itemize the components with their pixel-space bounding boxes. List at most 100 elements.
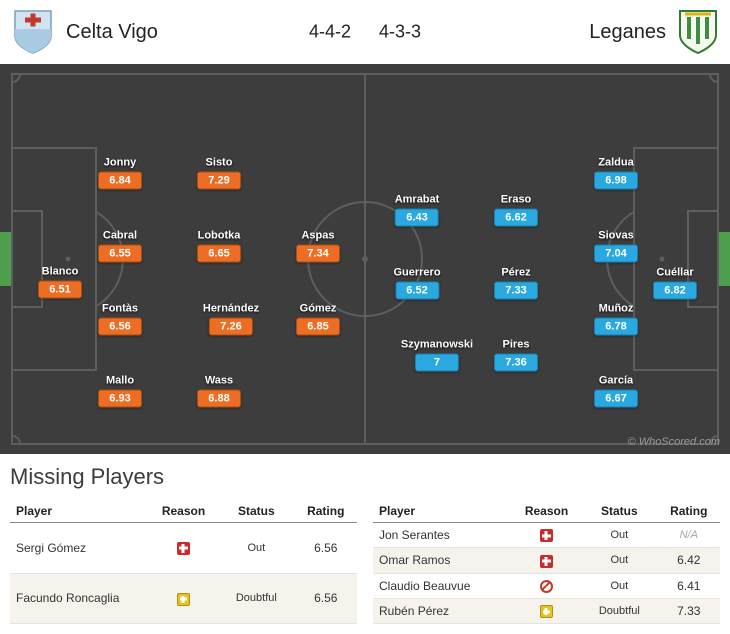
leganes-crest (679, 10, 717, 55)
player-marker[interactable]: García 6.67 (594, 375, 638, 408)
player-marker[interactable]: Cabral 6.55 (98, 230, 142, 263)
missing-player-name[interactable]: Rubén Pérez (373, 598, 512, 625)
column-header-reason: Reason (148, 500, 219, 523)
player-marker[interactable]: Cuéllar 6.82 (653, 267, 697, 300)
right-goal (719, 232, 730, 286)
right-six-yard-box (687, 210, 719, 308)
column-header-status: Status (218, 500, 295, 523)
home-team: Celta Vigo (12, 9, 158, 55)
missing-player-row: Jon Serantes Out N/A (373, 522, 720, 549)
player-name: Guerrero (393, 266, 441, 279)
player-name: García (598, 374, 634, 387)
column-header-rating: Rating (294, 500, 357, 523)
column-header-status: Status (581, 500, 658, 523)
player-name: Siovas (598, 229, 634, 242)
red-cross-icon (176, 541, 190, 555)
player-rating-badge: 7.04 (594, 244, 638, 263)
player-rating-badge: 6.43 (395, 208, 439, 227)
rating-value: 6.42 (657, 547, 720, 574)
rating-value: N/A (657, 522, 720, 549)
away-team: Leganes (589, 9, 718, 55)
player-name: Wass (204, 374, 234, 387)
missing-player-row: Rubén Pérez Doubtful 7.33 (373, 598, 720, 625)
player-marker[interactable]: Guerrero 6.52 (393, 266, 441, 300)
player-marker[interactable]: Fontàs 6.56 (98, 303, 142, 336)
missing-player-name[interactable]: Claudio Beauvue (373, 573, 512, 599)
player-name: Aspas (301, 229, 335, 242)
missing-players-section: Missing Players Player Reason Status Rating… (0, 454, 730, 634)
player-rating-badge: 7.26 (209, 317, 253, 336)
player-rating-badge: 6.98 (594, 171, 638, 190)
left-goal (0, 232, 11, 286)
player-marker[interactable]: Siovas 7.04 (594, 230, 638, 263)
away-missing-table: Player Reason Status Rating Jon Serantes Out N… (373, 500, 720, 625)
player-marker[interactable]: Lobotka 6.65 (197, 230, 241, 263)
player-marker[interactable]: Aspas 7.34 (296, 230, 340, 263)
missing-player-name[interactable]: Facundo Roncaglia (10, 573, 149, 625)
player-rating-badge: 7 (414, 353, 459, 372)
player-marker[interactable]: Mallo 6.93 (98, 375, 142, 408)
player-marker[interactable]: Szymanowski 7 (401, 339, 473, 372)
player-rating-badge: 6.84 (98, 171, 142, 190)
home-missing-table: Player Reason Status Rating Sergi Gómez Out 6.… (10, 500, 357, 625)
players-layer: Blanco 6.51 Jonny 6.84 Cabral 6.55 Fontàs 6.56 M… (0, 64, 730, 454)
player-name: Pires (502, 338, 530, 351)
missing-player-name[interactable]: Jon Serantes (373, 522, 512, 549)
rating-value: 6.56 (294, 573, 357, 625)
reason-cell (148, 522, 219, 574)
player-marker[interactable]: Blanco 6.51 (38, 266, 82, 299)
missing-player-name[interactable]: Omar Ramos (373, 547, 512, 574)
formations: 4-4-2 4-3-3 (309, 22, 421, 43)
player-marker[interactable]: Pires 7.36 (494, 339, 538, 372)
status-text: Out (581, 547, 658, 574)
home-team-name[interactable]: Celta Vigo (66, 20, 158, 43)
player-name: Cabral (102, 229, 138, 242)
player-rating-badge: 6.67 (594, 389, 638, 408)
missing-player-row: Omar Ramos Out 6.42 (373, 547, 720, 574)
left-six-yard-box (11, 210, 43, 308)
watermark: © WhoScored.com (627, 436, 720, 448)
player-name: Blanco (41, 265, 79, 278)
player-rating-badge: 6.65 (197, 244, 241, 263)
player-marker[interactable]: Jonny 6.84 (98, 157, 142, 190)
player-name: Amrabat (394, 193, 440, 206)
player-name: Zaldua (598, 156, 634, 169)
player-marker[interactable]: Amrabat 6.43 (394, 193, 440, 227)
red-cross-icon (539, 529, 553, 543)
player-rating-badge: 6.82 (653, 281, 697, 300)
status-text: Doubtful (218, 573, 295, 625)
player-rating-badge: 7.33 (494, 281, 538, 300)
rating-value: 6.56 (294, 522, 357, 574)
player-marker[interactable]: Sisto 7.29 (197, 157, 241, 190)
player-marker[interactable]: Wass 6.88 (197, 375, 241, 408)
missing-player-name[interactable]: Sergi Gómez (10, 522, 149, 574)
home-formation: 4-4-2 (308, 21, 351, 42)
player-marker[interactable]: Pérez 7.33 (494, 267, 538, 300)
celta-vigo-crest (14, 10, 52, 54)
yellow-doubt-icon (539, 605, 553, 619)
player-name: Hernández (202, 302, 260, 315)
player-marker[interactable]: Gómez 6.85 (296, 303, 340, 336)
reason-cell (511, 573, 582, 599)
player-name: Fontàs (101, 302, 139, 315)
player-name: Cuéllar (656, 266, 694, 279)
away-team-name[interactable]: Leganes (589, 20, 666, 43)
player-name: Muñoz (598, 302, 634, 315)
player-marker[interactable]: Muñoz 6.78 (594, 303, 638, 336)
player-marker[interactable]: Eraso 6.62 (494, 194, 538, 227)
player-name: Lobotka (197, 229, 241, 242)
player-rating-badge: 6.78 (594, 317, 638, 336)
missing-players-title: Missing Players (10, 464, 165, 489)
player-rating-badge: 6.93 (98, 389, 142, 408)
player-marker[interactable]: Zaldua 6.98 (594, 157, 638, 190)
player-marker[interactable]: Hernández 7.26 (203, 303, 259, 336)
player-name: Gómez (299, 302, 337, 315)
player-name: Szymanowski (400, 338, 474, 351)
player-name: Eraso (500, 193, 532, 206)
player-rating-badge: 6.85 (296, 317, 340, 336)
status-text: Out (218, 522, 295, 574)
no-entry-icon (539, 579, 553, 593)
player-rating-badge: 7.29 (197, 171, 241, 190)
status-text: Out (581, 573, 658, 599)
missing-player-row: Claudio Beauvue Out 6.41 (373, 573, 720, 599)
